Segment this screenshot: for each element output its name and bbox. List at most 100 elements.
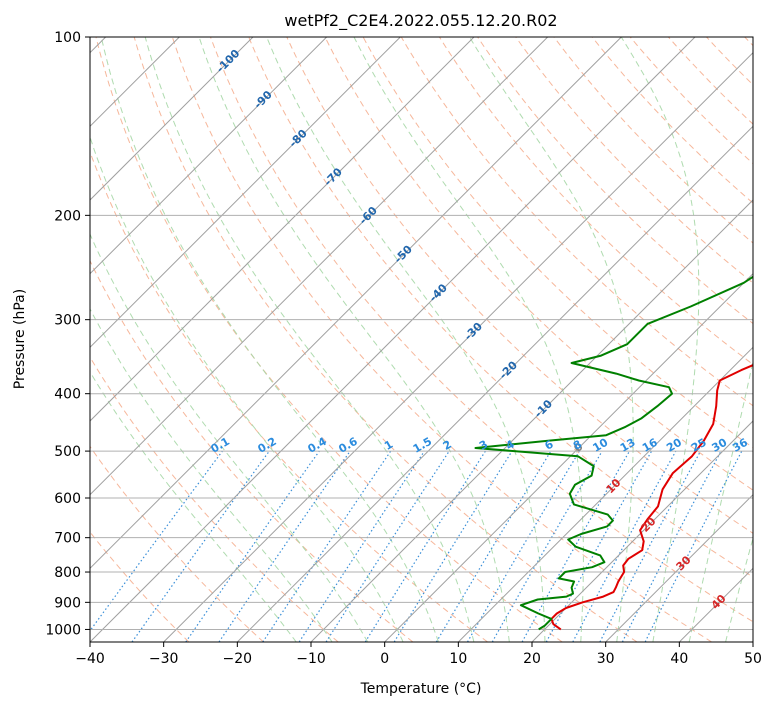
mixing-ratio-line [298, 450, 425, 642]
isotherm-line [90, 37, 254, 201]
x-tick-label: −40 [75, 651, 105, 667]
x-tick-label: 0 [380, 651, 389, 667]
dry-adiabat [95, 37, 563, 642]
dry-adiabat [90, 259, 414, 642]
x-tick-label: −30 [149, 651, 179, 667]
mixing-ratio-label: 0.4 [305, 435, 329, 456]
dry-adiabat [90, 150, 488, 642]
x-tick-label: 20 [523, 651, 541, 667]
mixing-ratio-label: 1 [382, 438, 395, 453]
mixing-ratio-label: 10 [590, 436, 610, 455]
y-tick-label: 1000 [45, 622, 81, 638]
isotherm-line [90, 37, 549, 496]
isotherm-line [90, 37, 328, 275]
y-axis: 100 200 300 400 500 600 700 800 900 1000 [45, 30, 90, 638]
mixing-ratio-line [364, 450, 486, 642]
temperature-line [550, 364, 753, 631]
y-tick-label: 600 [54, 491, 81, 507]
plot-area: -100-90-80-70-60-50-40-30-20-10010203040… [90, 37, 753, 642]
dry-adiabat [591, 37, 753, 204]
y-tick-label: 900 [54, 595, 81, 611]
moist-adiabat [100, 37, 439, 642]
dry-adiabat [133, 37, 638, 642]
mixing-ratio-line [131, 450, 270, 642]
y-axis-title: Pressure (hPa) [12, 289, 28, 389]
mixing-ratio-line [262, 450, 392, 642]
isotherm-line [90, 37, 622, 570]
x-axis: −40 −30 −20 −10 0 10 20 30 40 50 [75, 642, 762, 667]
dry-adiabat [90, 531, 190, 642]
mixing-ratio-label: 16 [640, 436, 660, 455]
mixing-ratio-line [325, 450, 450, 642]
plot-frame [89, 36, 754, 643]
moist-adiabat [90, 232, 369, 642]
dry-adiabat [90, 445, 264, 642]
x-tick-label: 40 [670, 651, 688, 667]
isotherm-line [163, 51, 753, 642]
moist-adiabat [90, 308, 333, 642]
mixing-ratio-line [435, 450, 552, 642]
mixing-ratio-label: 0.6 [336, 435, 360, 456]
isotherm-line [531, 420, 753, 642]
isotherm-line [90, 37, 401, 349]
moist-adiabat [620, 37, 700, 642]
x-tick-label: −10 [296, 651, 326, 667]
mixing-ratio-line [393, 450, 513, 642]
isotherm-line [605, 493, 753, 642]
y-tick-label: 100 [54, 30, 81, 46]
moist-adiabat [469, 37, 634, 642]
y-tick-label: 500 [54, 444, 81, 460]
mixing-ratio-label: 0.1 [209, 435, 232, 456]
isotherm-line [678, 567, 753, 642]
mixing-ratio-label: 2 [441, 438, 454, 453]
mixing-ratio-line [185, 450, 320, 642]
mixing-ratio-line [545, 450, 653, 642]
moist-adiabat [353, 37, 584, 642]
moist-adiabat [90, 370, 297, 642]
moist-adiabat [266, 37, 546, 642]
isotherm-line [384, 272, 753, 642]
mixing-ratio-label: 20 [664, 436, 684, 455]
moist-adiabat [198, 37, 510, 642]
y-tick-label: 200 [54, 208, 81, 224]
dry-adiabat [668, 37, 753, 125]
mixing-ratio-label: 1.5 [411, 435, 434, 456]
dry-adiabat [210, 37, 753, 623]
x-tick-label: 50 [744, 651, 762, 667]
isotherm-label: -90 [251, 88, 274, 111]
mixing-ratio-label: 30 [710, 436, 730, 455]
y-tick-label: 400 [54, 387, 81, 403]
dry-adiabat [515, 37, 753, 284]
isotherm-line [236, 125, 753, 642]
isotherm-line [90, 37, 475, 422]
isotherm-line [457, 346, 753, 642]
y-tick-label: 300 [54, 313, 81, 329]
mixing-ratio-label: 36 [730, 436, 750, 455]
y-tick-label: 800 [54, 565, 81, 581]
x-axis-title: Temperature (°C) [360, 681, 482, 697]
isotherm-line [752, 641, 753, 642]
dry-adiabat [248, 37, 753, 578]
isotherm-line [90, 37, 696, 642]
dewpoint-line [474, 275, 753, 631]
mixing-ratio-line [466, 450, 580, 642]
mixing-ratio-label: 3 [477, 438, 490, 453]
isotherm-label: -10 [532, 397, 555, 420]
x-tick-label: 10 [449, 651, 467, 667]
isotherm-label: -30 [462, 320, 485, 343]
dry-adiabat [400, 37, 753, 407]
dry-adiabat [629, 37, 753, 165]
x-tick-label: 30 [597, 651, 615, 667]
dry-adiabat [706, 37, 753, 86]
dry-adiabat [324, 37, 753, 491]
mixing-ratio-line [218, 450, 351, 642]
mixing-ratio-line [572, 450, 677, 642]
chart-title: wetPf2_C2E4.2022.055.12.20.R02 [284, 11, 557, 31]
isotherm-line [310, 199, 753, 642]
moist-adiabat [144, 37, 475, 642]
dry-adiabat [477, 37, 753, 325]
x-tick-label: −20 [223, 651, 253, 667]
mixing-ratio-line [491, 450, 603, 642]
moist-adiabat [725, 536, 753, 642]
